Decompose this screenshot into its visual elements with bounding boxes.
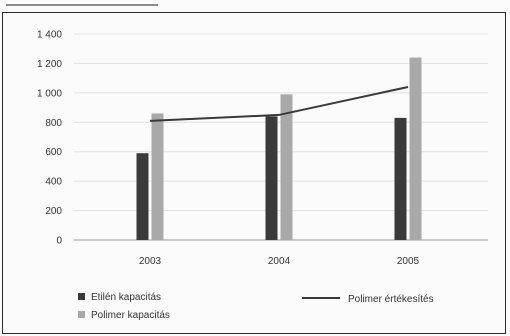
bar [280, 94, 293, 240]
bar [265, 116, 278, 240]
legend-label: Polimer értékesítés [348, 294, 434, 305]
bar [151, 113, 164, 240]
y-tick-label: 600 [45, 147, 62, 158]
series-line [149, 85, 409, 122]
top-divider [6, 4, 158, 6]
bar [409, 57, 422, 240]
y-tick-label: 400 [45, 177, 62, 188]
bar [394, 117, 407, 240]
y-tick-label: 1 200 [37, 59, 62, 70]
legend-swatch [78, 293, 85, 300]
x-tick-label: 2005 [397, 256, 420, 267]
y-tick-label: 1 400 [37, 30, 62, 41]
legend-swatch [78, 311, 85, 318]
chart-panel [2, 12, 506, 334]
x-tick-label: 2003 [139, 256, 162, 267]
y-tick-label: 1 000 [37, 88, 62, 99]
x-tick-label: 2004 [268, 256, 291, 267]
y-tick-label: 800 [45, 118, 62, 129]
legend-label: Polimer kapacitás [91, 310, 170, 321]
legend-label: Etilén kapacitás [91, 292, 161, 303]
bar [136, 153, 149, 240]
y-tick-label: 200 [45, 206, 62, 217]
y-tick-label: 0 [56, 236, 62, 247]
